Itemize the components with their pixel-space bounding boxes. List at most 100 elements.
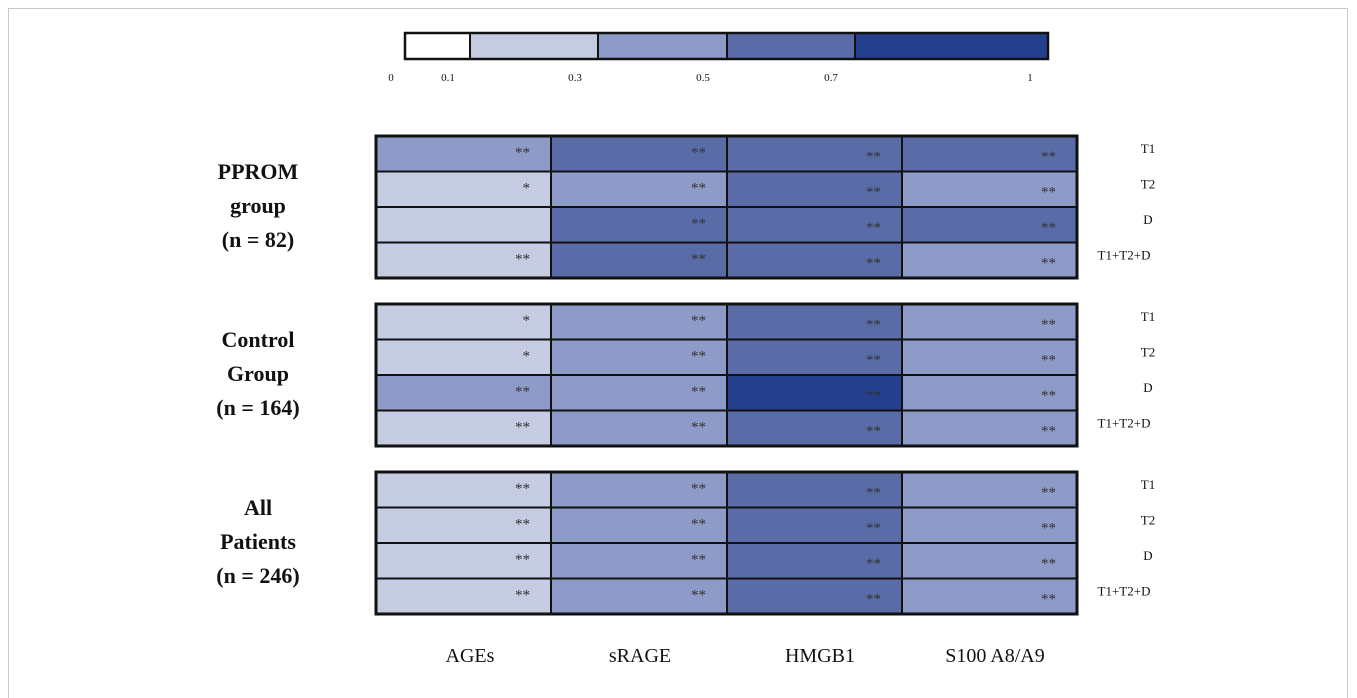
row-label: T2 bbox=[1141, 345, 1155, 360]
heatmap-cell bbox=[901, 135, 1078, 173]
colorbar-tick-label: 1 bbox=[1027, 72, 1033, 84]
significance-marker: ** bbox=[866, 592, 881, 608]
group-label: PPROM bbox=[218, 159, 299, 184]
heatmap-cell bbox=[726, 303, 903, 341]
group-block-border bbox=[374, 134, 1079, 280]
heatmap-cell bbox=[726, 471, 903, 509]
colorbar-tick-label: 0.1 bbox=[441, 72, 455, 84]
heatmap-cell bbox=[726, 170, 903, 208]
significance-marker: ** bbox=[691, 349, 706, 365]
significance-marker: ** bbox=[691, 384, 706, 400]
significance-marker: ** bbox=[515, 481, 530, 497]
heatmap-cell bbox=[375, 374, 552, 412]
group-label: Group bbox=[227, 361, 289, 386]
row-label: T1+T2+D bbox=[1098, 248, 1151, 263]
heatmap-cell bbox=[726, 241, 903, 279]
heatmap-cell bbox=[550, 542, 728, 580]
colorbar-tick-label: 0.7 bbox=[824, 72, 838, 84]
significance-marker: ** bbox=[866, 556, 881, 572]
heatmap-cell bbox=[901, 170, 1078, 208]
significance-marker: ** bbox=[1041, 185, 1056, 201]
significance-marker: ** bbox=[1041, 424, 1056, 440]
significance-marker: ** bbox=[1041, 220, 1056, 236]
significance-marker: ** bbox=[866, 256, 881, 272]
group-block-border bbox=[374, 470, 1079, 616]
group-label: (n = 164) bbox=[216, 395, 299, 420]
significance-marker: * bbox=[523, 313, 531, 329]
significance-marker: ** bbox=[866, 185, 881, 201]
significance-marker: ** bbox=[691, 181, 706, 197]
heatmap-cell bbox=[375, 206, 552, 244]
significance-marker: ** bbox=[515, 588, 530, 604]
significance-marker: ** bbox=[691, 216, 706, 232]
significance-marker: ** bbox=[1041, 149, 1056, 165]
row-label: D bbox=[1143, 212, 1152, 227]
significance-marker: ** bbox=[515, 552, 530, 568]
significance-marker: ** bbox=[866, 353, 881, 369]
row-label: T1 bbox=[1141, 141, 1155, 156]
colorbar-segment bbox=[854, 32, 1049, 60]
colorbar-tick-label: 0.3 bbox=[568, 72, 582, 84]
significance-marker: ** bbox=[691, 481, 706, 497]
significance-marker: ** bbox=[691, 313, 706, 329]
significance-marker: ** bbox=[691, 252, 706, 268]
significance-marker: ** bbox=[515, 384, 530, 400]
row-label: T1+T2+D bbox=[1098, 584, 1151, 599]
figure-frame bbox=[8, 8, 1348, 698]
group-label: Control bbox=[222, 327, 295, 352]
significance-marker: ** bbox=[1041, 556, 1056, 572]
colorbar-segment bbox=[726, 32, 856, 60]
heatmap-cell bbox=[901, 241, 1078, 279]
heatmap-cell bbox=[550, 206, 728, 244]
significance-marker: ** bbox=[866, 521, 881, 537]
heatmap-cell bbox=[901, 303, 1078, 341]
row-label: T2 bbox=[1141, 513, 1155, 528]
significance-marker: * bbox=[523, 181, 531, 197]
group-label: (n = 246) bbox=[216, 563, 299, 588]
row-label: T1 bbox=[1141, 309, 1155, 324]
group-block-border bbox=[374, 302, 1079, 448]
colorbar-segment bbox=[404, 32, 471, 60]
significance-marker: ** bbox=[866, 424, 881, 440]
heatmap-cell bbox=[375, 409, 552, 447]
significance-marker: ** bbox=[515, 252, 530, 268]
significance-marker: ** bbox=[515, 420, 530, 436]
significance-marker: ** bbox=[866, 149, 881, 165]
heatmap-cell bbox=[726, 409, 903, 447]
heatmap-cell bbox=[901, 206, 1078, 244]
significance-marker: ** bbox=[691, 145, 706, 161]
significance-marker: ** bbox=[866, 485, 881, 501]
significance-marker: ** bbox=[866, 317, 881, 333]
heatmap-cell bbox=[726, 506, 903, 544]
heatmap-cell bbox=[550, 241, 728, 279]
significance-marker: ** bbox=[1041, 521, 1056, 537]
column-label: sRAGE bbox=[609, 645, 671, 667]
heatmap-cell bbox=[550, 577, 728, 615]
row-label: D bbox=[1143, 380, 1152, 395]
significance-marker: ** bbox=[691, 420, 706, 436]
row-label: T1 bbox=[1141, 477, 1155, 492]
significance-marker: ** bbox=[691, 552, 706, 568]
column-label: S100 A8/A9 bbox=[945, 645, 1044, 667]
row-label: D bbox=[1143, 548, 1152, 563]
significance-marker: ** bbox=[691, 517, 706, 533]
heatmap-cell bbox=[901, 577, 1078, 615]
group-label: Patients bbox=[220, 529, 296, 554]
group-label: (n = 82) bbox=[222, 227, 294, 252]
significance-marker: ** bbox=[1041, 592, 1056, 608]
colorbar-tick-label: 0.5 bbox=[696, 72, 710, 84]
heatmap-cell bbox=[550, 338, 728, 376]
significance-marker: ** bbox=[1041, 353, 1056, 369]
colorbar-segment bbox=[469, 32, 599, 60]
heatmap-cell bbox=[726, 135, 903, 173]
row-label: T1+T2+D bbox=[1098, 416, 1151, 431]
group-label: All bbox=[244, 495, 272, 520]
colorbar-segment bbox=[597, 32, 728, 60]
colorbar-tick-label: 0 bbox=[388, 72, 394, 84]
column-label: HMGB1 bbox=[785, 645, 855, 667]
significance-marker: ** bbox=[866, 388, 881, 404]
significance-marker: ** bbox=[866, 220, 881, 236]
heatmap-cell bbox=[375, 338, 552, 376]
significance-marker: ** bbox=[1041, 317, 1056, 333]
